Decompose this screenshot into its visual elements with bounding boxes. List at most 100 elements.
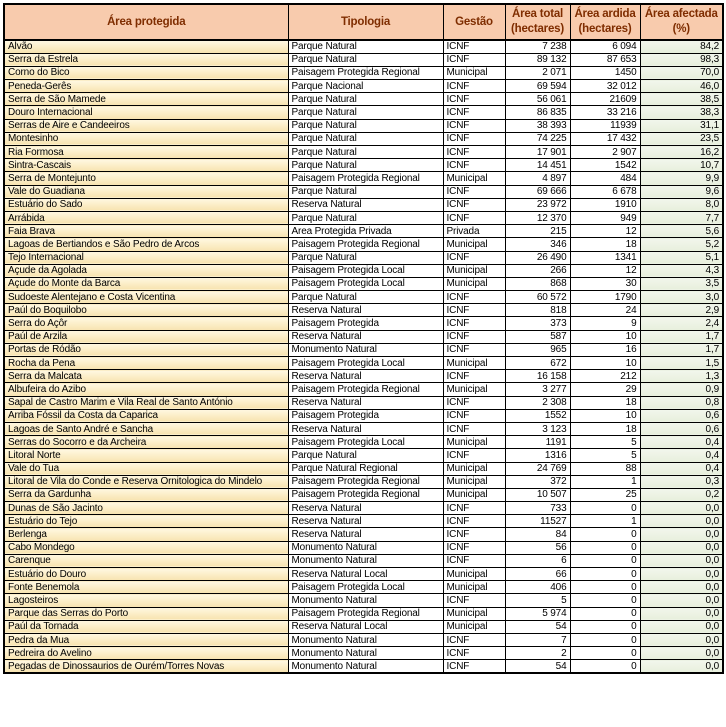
gestao-cell[interactable]: ICNF [442, 52, 506, 67]
tipologia-cell[interactable]: Reserva Natural [287, 527, 444, 542]
area-total-cell[interactable]: 5 [504, 593, 571, 608]
area-afectada-cell[interactable]: 3,5 [639, 276, 724, 292]
area-total-cell[interactable]: 54 [504, 619, 571, 634]
tipologia-cell[interactable]: Parque Natural [287, 250, 444, 265]
tipologia-cell[interactable]: Parque Natural [287, 210, 444, 226]
tipologia-cell[interactable]: Monumento Natural [287, 659, 444, 674]
area-afectada-cell[interactable]: 8,0 [639, 197, 724, 212]
area-protegida-cell[interactable]: Fonte Benemola [3, 580, 289, 595]
area-ardida-cell[interactable]: 0 [569, 501, 641, 516]
column-header-area-afectada[interactable]: Área afectada (%) [639, 3, 724, 41]
area-total-cell[interactable]: 1191 [504, 435, 571, 450]
area-protegida-cell[interactable]: Serra da Gardunha [3, 487, 289, 503]
area-total-cell[interactable]: 24 769 [504, 461, 571, 476]
area-total-cell[interactable]: 7 238 [504, 39, 571, 54]
gestao-cell[interactable]: ICNF [442, 118, 506, 133]
area-protegida-cell[interactable]: Sapal de Castro Marim e Vila Real de San… [3, 395, 289, 410]
tipologia-cell[interactable]: Reserva Natural [287, 369, 444, 384]
gestao-cell[interactable]: ICNF [442, 105, 506, 120]
gestao-cell[interactable]: ICNF [442, 408, 506, 423]
area-ardida-cell[interactable]: 0 [569, 619, 641, 634]
area-protegida-cell[interactable]: Serra de Montejunto [3, 171, 289, 186]
area-total-cell[interactable]: 868 [504, 276, 571, 292]
area-protegida-cell[interactable]: Sintra-Cascais [3, 158, 289, 173]
area-afectada-cell[interactable]: 0,0 [639, 580, 724, 595]
area-ardida-cell[interactable]: 5 [569, 435, 641, 450]
tipologia-cell[interactable]: Parque Natural Regional [287, 461, 444, 476]
area-ardida-cell[interactable]: 21609 [569, 92, 641, 107]
area-protegida-cell[interactable]: Corno do Bico [3, 65, 289, 81]
area-total-cell[interactable]: 74 225 [504, 131, 571, 147]
area-afectada-cell[interactable]: 0,0 [639, 593, 724, 608]
area-afectada-cell[interactable]: 0,0 [639, 632, 724, 648]
column-header-area-protegida[interactable]: Área protegida [3, 3, 289, 41]
area-afectada-cell[interactable]: 38,3 [639, 105, 724, 120]
tipologia-cell[interactable]: Parque Natural [287, 158, 444, 173]
gestao-cell[interactable]: ICNF [442, 79, 506, 94]
tipologia-cell[interactable]: Parque Natural [287, 105, 444, 120]
area-ardida-cell[interactable]: 10 [569, 355, 641, 371]
area-total-cell[interactable]: 965 [504, 342, 571, 358]
tipologia-cell[interactable]: Reserva Natural [287, 197, 444, 212]
area-protegida-cell[interactable]: Montesinho [3, 131, 289, 147]
area-afectada-cell[interactable]: 38,5 [639, 92, 724, 107]
gestao-cell[interactable]: ICNF [442, 184, 506, 199]
area-protegida-cell[interactable]: Estuário do Sado [3, 197, 289, 212]
tipologia-cell[interactable]: Parque Natural [287, 184, 444, 199]
tipologia-cell[interactable]: Parque Natural [287, 448, 444, 463]
area-afectada-cell[interactable]: 5,1 [639, 250, 724, 265]
area-ardida-cell[interactable]: 24 [569, 303, 641, 318]
area-protegida-cell[interactable]: Rocha da Pena [3, 355, 289, 371]
area-afectada-cell[interactable]: 5,2 [639, 237, 724, 252]
gestao-cell[interactable]: Municipal [442, 566, 506, 582]
area-ardida-cell[interactable]: 2 907 [569, 144, 641, 160]
area-ardida-cell[interactable]: 0 [569, 540, 641, 555]
area-total-cell[interactable]: 3 277 [504, 382, 571, 397]
area-total-cell[interactable]: 23 972 [504, 197, 571, 212]
tipologia-cell[interactable]: Paisagem Protegida Local [287, 276, 444, 292]
tipologia-cell[interactable]: Parque Natural [287, 92, 444, 107]
gestao-cell[interactable]: Municipal [442, 171, 506, 186]
area-total-cell[interactable]: 3 123 [504, 421, 571, 437]
area-total-cell[interactable]: 38 393 [504, 118, 571, 133]
area-afectada-cell[interactable]: 4,3 [639, 263, 724, 278]
area-ardida-cell[interactable]: 5 [569, 448, 641, 463]
gestao-cell[interactable]: Municipal [442, 382, 506, 397]
gestao-cell[interactable]: ICNF [442, 421, 506, 437]
area-total-cell[interactable]: 2 [504, 646, 571, 661]
area-total-cell[interactable]: 406 [504, 580, 571, 595]
area-ardida-cell[interactable]: 0 [569, 659, 641, 674]
area-ardida-cell[interactable]: 16 [569, 342, 641, 358]
tipologia-cell[interactable]: Parque Nacional [287, 79, 444, 94]
area-afectada-cell[interactable]: 0,9 [639, 382, 724, 397]
area-afectada-cell[interactable]: 0,0 [639, 646, 724, 661]
area-protegida-cell[interactable]: Estuário do Tejo [3, 514, 289, 529]
area-afectada-cell[interactable]: 46,0 [639, 79, 724, 94]
tipologia-cell[interactable]: Parque Natural [287, 39, 444, 54]
area-protegida-cell[interactable]: Faia Brava [3, 224, 289, 239]
area-ardida-cell[interactable]: 484 [569, 171, 641, 186]
tipologia-cell[interactable]: Paisagem Protegida Regional [287, 606, 444, 621]
area-afectada-cell[interactable]: 5,6 [639, 224, 724, 239]
area-ardida-cell[interactable]: 0 [569, 527, 641, 542]
area-afectada-cell[interactable]: 9,9 [639, 171, 724, 186]
area-ardida-cell[interactable]: 0 [569, 580, 641, 595]
area-total-cell[interactable]: 587 [504, 329, 571, 344]
area-protegida-cell[interactable]: Litoral Norte [3, 448, 289, 463]
area-ardida-cell[interactable]: 0 [569, 593, 641, 608]
area-protegida-cell[interactable]: Paúl do Boquilobo [3, 303, 289, 318]
tipologia-cell[interactable]: Reserva Natural [287, 303, 444, 318]
tipologia-cell[interactable]: Parque Natural [287, 131, 444, 147]
area-total-cell[interactable]: 733 [504, 501, 571, 516]
area-ardida-cell[interactable]: 10 [569, 408, 641, 423]
area-protegida-cell[interactable]: Douro Internacional [3, 105, 289, 120]
gestao-cell[interactable]: ICNF [442, 395, 506, 410]
area-total-cell[interactable]: 4 897 [504, 171, 571, 186]
area-protegida-cell[interactable]: Pedra da Mua [3, 632, 289, 648]
area-protegida-cell[interactable]: Serra da Malcata [3, 369, 289, 384]
tipologia-cell[interactable]: Reserva Natural [287, 501, 444, 516]
area-protegida-cell[interactable]: Estuário do Douro [3, 566, 289, 582]
area-total-cell[interactable]: 69 666 [504, 184, 571, 199]
tipologia-cell[interactable]: Reserva Natural [287, 421, 444, 437]
area-ardida-cell[interactable]: 30 [569, 276, 641, 292]
